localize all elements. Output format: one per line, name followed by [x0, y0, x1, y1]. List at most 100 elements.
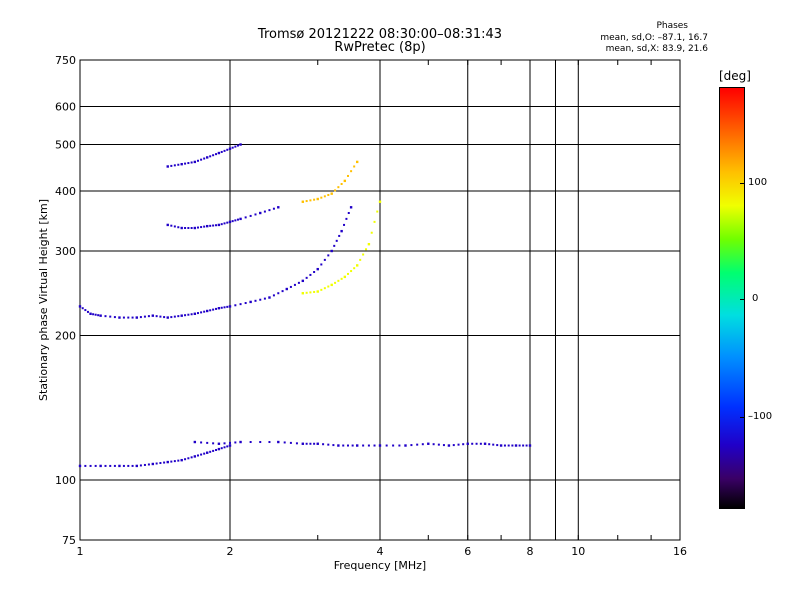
data-point — [281, 290, 284, 293]
data-point — [190, 456, 193, 459]
data-point — [337, 186, 340, 189]
data-point — [239, 217, 242, 221]
data-point — [320, 196, 323, 199]
data-point — [177, 163, 180, 166]
y-tick-label: 750 — [55, 54, 76, 67]
data-point — [200, 453, 203, 456]
data-point — [226, 445, 229, 448]
data-point — [104, 315, 107, 318]
data-point — [215, 224, 218, 227]
data-point — [392, 444, 395, 447]
data-point — [462, 443, 465, 446]
colorbar-tick-label: –100 — [748, 411, 773, 422]
data-point — [200, 158, 203, 161]
data-point — [89, 464, 92, 467]
data-point — [203, 310, 206, 313]
data-point — [349, 206, 353, 209]
data-point — [203, 452, 206, 455]
data-point — [212, 449, 215, 452]
data-point — [347, 212, 350, 215]
data-point — [289, 441, 292, 444]
data-point — [365, 248, 368, 251]
data-point — [259, 441, 262, 444]
data-point — [94, 313, 97, 316]
data-point — [203, 157, 206, 160]
colorbar-tick-label: 100 — [748, 177, 768, 188]
data-point — [289, 285, 292, 288]
data-point — [522, 444, 525, 447]
data-point — [351, 444, 354, 447]
data-point — [187, 227, 190, 230]
data-point — [447, 444, 451, 447]
data-point — [511, 444, 514, 447]
data-point — [323, 195, 326, 198]
data-point — [378, 444, 382, 447]
data-point — [131, 316, 134, 319]
data-point — [196, 159, 199, 162]
data-point — [301, 442, 305, 445]
data-point — [353, 165, 356, 168]
data-point — [350, 170, 353, 173]
data-point — [147, 463, 150, 466]
data-point — [442, 444, 445, 447]
data-point — [373, 444, 376, 447]
data-point — [313, 271, 316, 274]
data-point — [234, 304, 237, 307]
data-point — [196, 312, 199, 315]
data-point — [223, 306, 226, 309]
data-point — [340, 229, 343, 233]
data-point — [322, 443, 325, 446]
data-point — [177, 459, 180, 462]
data-point — [200, 441, 203, 444]
data-point — [86, 310, 89, 313]
data-point — [159, 315, 162, 318]
data-point — [421, 443, 424, 446]
data-point — [313, 442, 316, 445]
data-point — [159, 462, 162, 465]
data-point — [226, 305, 229, 308]
data-point — [151, 314, 155, 317]
data-point — [84, 309, 87, 312]
data-point — [345, 217, 348, 220]
data-point — [367, 444, 370, 447]
data-point — [173, 460, 176, 463]
data-point — [190, 313, 193, 316]
data-point — [333, 244, 336, 247]
data-point — [205, 451, 209, 454]
data-point — [99, 464, 102, 468]
data-point — [170, 316, 173, 319]
data-point — [471, 442, 474, 445]
data-point — [259, 211, 262, 215]
data-point — [350, 270, 353, 273]
data-point — [346, 272, 349, 275]
data-point — [254, 299, 257, 302]
data-point — [170, 224, 173, 227]
data-point — [309, 273, 312, 276]
data-point — [231, 220, 234, 223]
data-point — [239, 303, 242, 306]
plot-subtitle: RwPretec (8p) — [334, 40, 426, 55]
data-point — [212, 308, 215, 311]
y-axis-label: Stationary phase Virtual Height [km] — [37, 199, 50, 401]
data-point — [277, 440, 280, 444]
data-point — [229, 441, 231, 444]
data-point — [92, 313, 95, 316]
data-point — [234, 441, 237, 444]
data-point — [263, 210, 266, 213]
data-point — [285, 287, 288, 291]
data-point — [81, 307, 84, 310]
data-point — [139, 464, 142, 467]
data-point — [84, 464, 87, 467]
data-point — [327, 285, 330, 288]
data-point — [492, 443, 495, 446]
data-point — [217, 223, 221, 227]
colorbar-unit: [deg] — [719, 69, 751, 83]
data-point — [234, 219, 237, 222]
x-tick-label: 10 — [571, 545, 585, 558]
data-point — [362, 444, 365, 447]
data-point — [305, 200, 308, 203]
data-point — [398, 444, 401, 447]
x-tick-label: 1 — [77, 545, 84, 558]
data-point — [359, 258, 362, 261]
data-point — [170, 164, 173, 167]
